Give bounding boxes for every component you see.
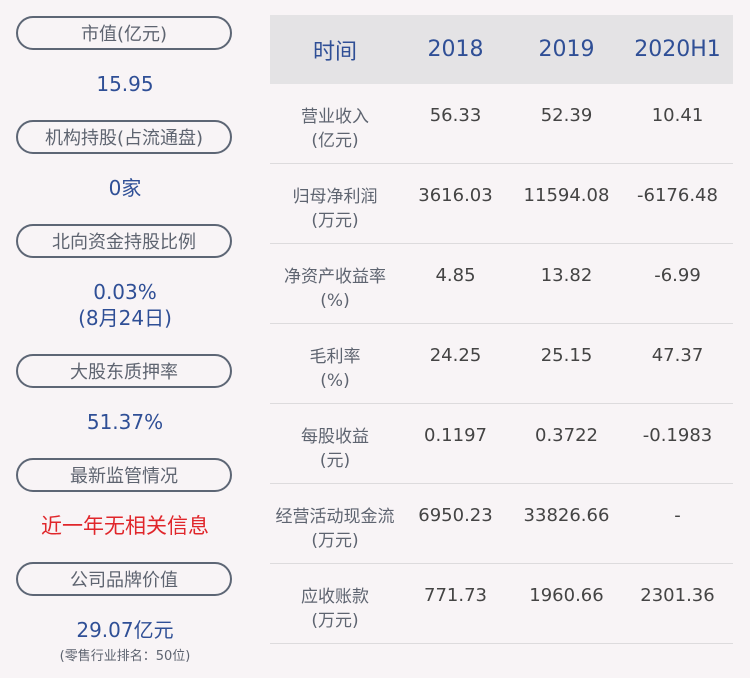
table-row: 应收账款 (万元) 771.73 1960.66 2301.36 bbox=[270, 564, 733, 644]
value-pledge-ratio: 51.37% bbox=[86, 410, 164, 434]
cell: 24.25 bbox=[429, 345, 482, 366]
brand-rank-note: (零售行业排名：50位) bbox=[59, 649, 191, 664]
header-2020h1: 2020H1 bbox=[634, 37, 721, 62]
value-northbound-ratio: 0.03% bbox=[93, 280, 157, 304]
cell: 0.3722 bbox=[535, 425, 598, 446]
header-time: 时间 bbox=[312, 39, 357, 65]
cell: 56.33 bbox=[429, 105, 482, 126]
cell: -6176.48 bbox=[637, 185, 718, 206]
table-row: 营业收入 (亿元) 56.33 52.39 10.41 bbox=[270, 84, 733, 164]
row-name: 营业收入 bbox=[301, 107, 369, 127]
table-row: 每股收益 (元) 0.1197 0.3722 -0.1983 bbox=[270, 404, 733, 484]
row-name: 毛利率 bbox=[309, 347, 361, 367]
table-row: 经营活动现金流 (万元) 6950.23 33826.66 - bbox=[270, 484, 733, 564]
row-unit: (万元) bbox=[311, 531, 359, 551]
table-row: 归母净利润 (万元) 3616.03 11594.08 -6176.48 bbox=[270, 164, 733, 244]
cell: 47.37 bbox=[651, 345, 704, 366]
cell: 11594.08 bbox=[523, 185, 610, 206]
label-market-cap: 市值(亿元) bbox=[16, 16, 232, 50]
cell: 4.85 bbox=[435, 265, 476, 286]
value-market-cap: 15.95 bbox=[96, 72, 154, 96]
header-2019: 2019 bbox=[538, 37, 595, 62]
value-regulatory-status: 近一年无相关信息 bbox=[41, 514, 209, 538]
table-row: 毛利率 (%) 24.25 25.15 47.37 bbox=[270, 324, 733, 404]
row-unit: (万元) bbox=[311, 211, 359, 231]
label-brand-value: 公司品牌价值 bbox=[16, 562, 232, 596]
row-unit: (万元) bbox=[311, 611, 359, 631]
row-name: 归母净利润 bbox=[292, 187, 378, 207]
cell: 1960.66 bbox=[529, 585, 604, 606]
cell: 771.73 bbox=[424, 585, 487, 606]
financial-table: 时间 2018 2019 2020H1 营业收入 (亿元) 56.33 52.39… bbox=[270, 15, 733, 644]
table-row: 净资产收益率 (%) 4.85 13.82 -6.99 bbox=[270, 244, 733, 324]
header-2018: 2018 bbox=[427, 37, 484, 62]
row-unit: (元) bbox=[319, 451, 351, 471]
cell: 2301.36 bbox=[640, 585, 715, 606]
row-name: 每股收益 bbox=[301, 427, 369, 447]
table-header: 时间 2018 2019 2020H1 bbox=[270, 15, 733, 84]
cell: 25.15 bbox=[540, 345, 593, 366]
value-brand-value: 29.07亿元 bbox=[76, 618, 174, 642]
row-unit: (%) bbox=[320, 371, 350, 391]
cell: -0.1983 bbox=[642, 425, 713, 446]
cell: -6.99 bbox=[654, 265, 701, 286]
row-name: 净资产收益率 bbox=[284, 267, 386, 287]
cell: 3616.03 bbox=[418, 185, 493, 206]
cell: 33826.66 bbox=[523, 505, 610, 526]
cell: - bbox=[674, 505, 681, 526]
label-pledge-ratio: 大股东质押率 bbox=[16, 354, 232, 388]
row-name: 应收账款 bbox=[301, 587, 369, 607]
row-unit: (%) bbox=[320, 291, 350, 311]
cell: 13.82 bbox=[540, 265, 593, 286]
label-institutional-holdings: 机构持股(占流通盘) bbox=[16, 120, 232, 154]
cell: 0.1197 bbox=[424, 425, 487, 446]
row-unit: (亿元) bbox=[311, 131, 359, 151]
value-northbound-date: (8月24日) bbox=[78, 306, 172, 330]
row-name: 经营活动现金流 bbox=[275, 507, 395, 527]
cell: 6950.23 bbox=[418, 505, 493, 526]
cell: 10.41 bbox=[651, 105, 704, 126]
label-northbound-ratio: 北向资金持股比例 bbox=[16, 224, 232, 258]
label-regulatory-status: 最新监管情况 bbox=[16, 458, 232, 492]
cell: 52.39 bbox=[540, 105, 593, 126]
value-institutional-holdings: 0家 bbox=[108, 176, 142, 200]
